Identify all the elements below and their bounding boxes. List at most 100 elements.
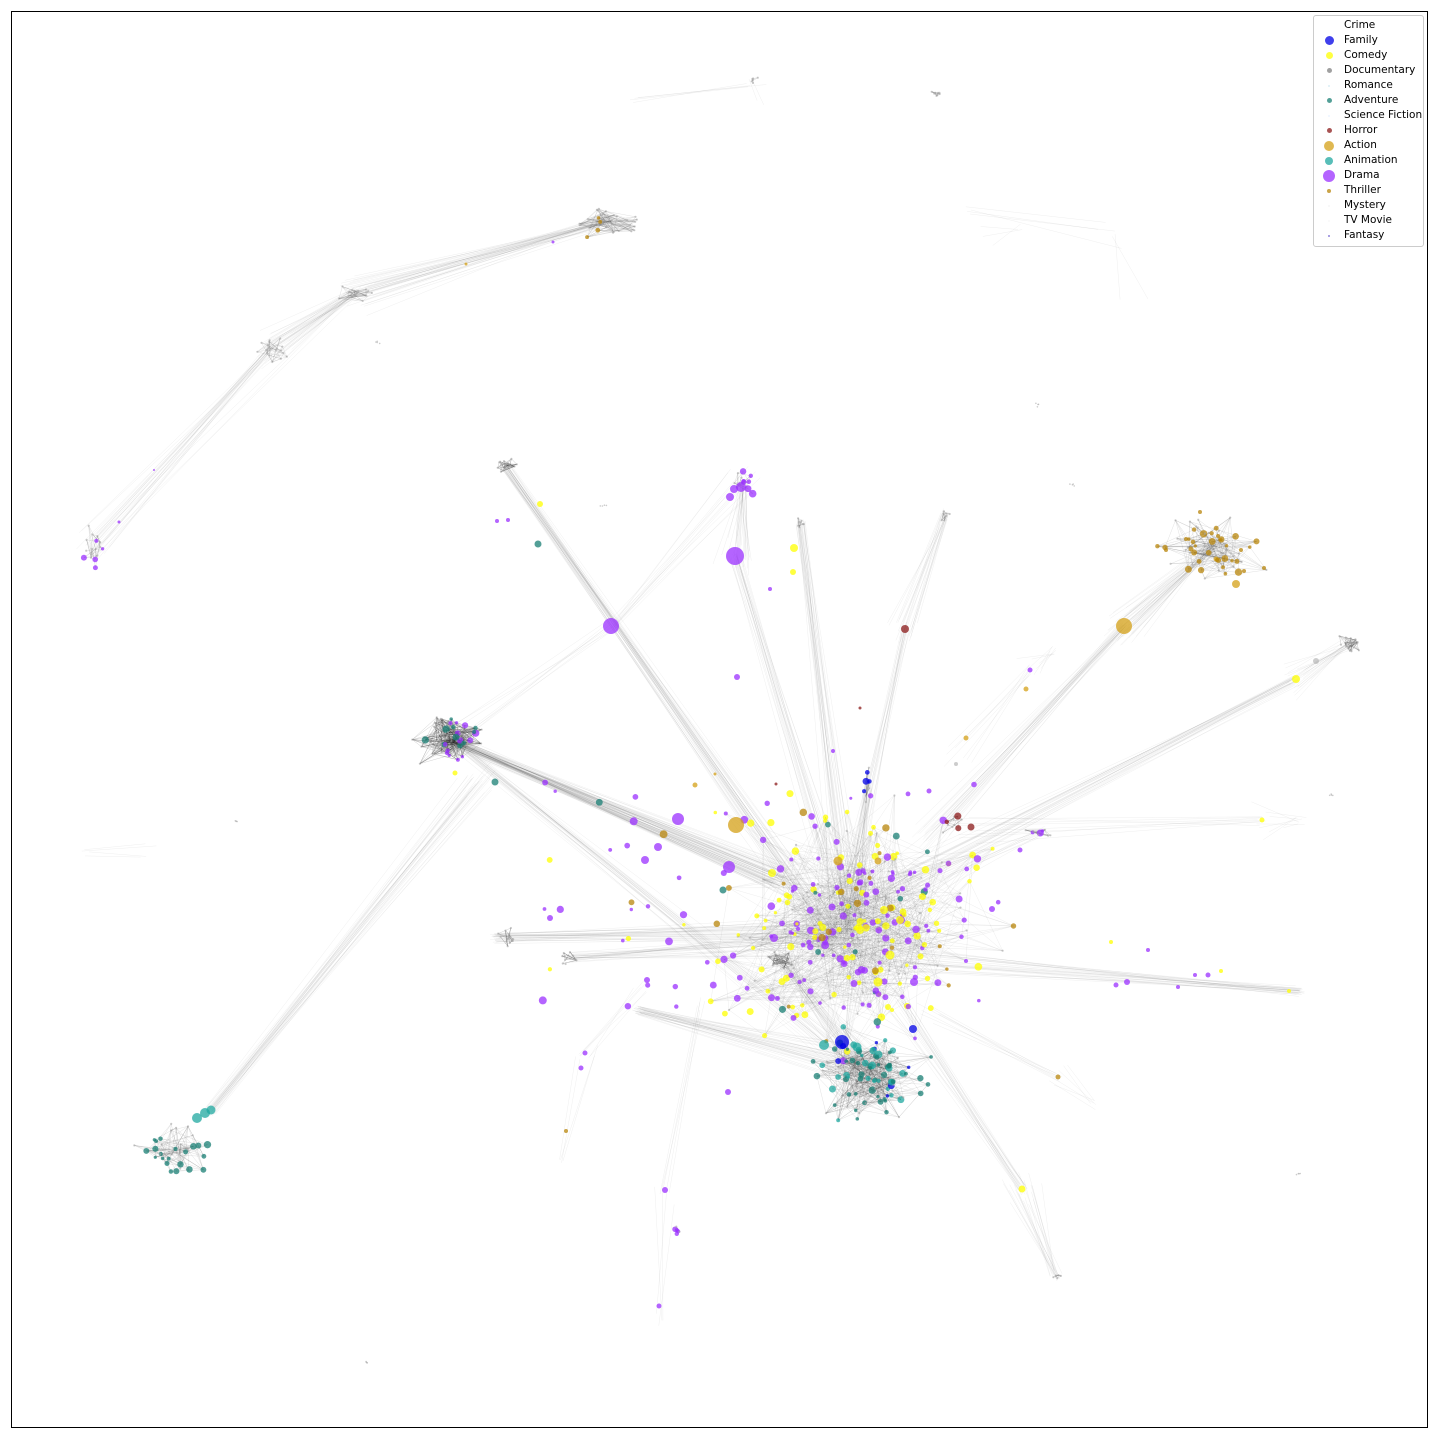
- graph-node: [923, 887, 928, 892]
- graph-node: [508, 933, 511, 936]
- graph-node: [191, 1134, 194, 1137]
- graph-edge: [817, 883, 917, 946]
- graph-edge: [802, 898, 864, 993]
- graph-edge: [870, 1066, 904, 1098]
- graph-edge: [214, 778, 491, 1110]
- graph-edge: [1121, 547, 1216, 646]
- graph-node: [790, 1014, 797, 1021]
- graph-edge: [445, 739, 789, 879]
- graph-edge: [710, 922, 895, 1002]
- graph-edge: [902, 914, 1003, 951]
- graph-edge: [365, 224, 603, 305]
- fragment-node: [366, 1362, 368, 1364]
- graph-edge: [597, 230, 632, 232]
- graph-edge: [503, 466, 824, 927]
- graph-node: [357, 290, 360, 293]
- graph-edge: [356, 221, 606, 291]
- graph-edge: [825, 817, 916, 968]
- graph-edge: [825, 942, 890, 972]
- graph-edge: [832, 1048, 874, 1090]
- graph-edge: [92, 534, 100, 542]
- graph-node: [855, 1054, 858, 1057]
- graph-edge: [865, 1066, 871, 1104]
- graph-edge: [451, 743, 782, 871]
- graph-edge: [928, 1006, 1060, 1082]
- graph-node: [562, 951, 565, 955]
- graph-edge: [782, 918, 894, 1010]
- graph-edge: [1218, 543, 1226, 561]
- hub-node: [547, 915, 553, 921]
- graph-edge: [847, 870, 874, 923]
- graph-node: [883, 860, 886, 863]
- graph-edge: [213, 761, 491, 1113]
- graph-node: [945, 967, 949, 971]
- graph-edge: [886, 935, 901, 984]
- graph-edge: [846, 1061, 858, 1067]
- graph-edge: [453, 740, 778, 886]
- graph-edge: [767, 944, 925, 992]
- graph-edge: [449, 740, 775, 888]
- fragment-node: [1037, 403, 1039, 406]
- graph-edge: [810, 940, 817, 963]
- graph-edge: [269, 341, 283, 347]
- graph-node: [868, 830, 873, 836]
- graph-node: [834, 884, 840, 891]
- graph-edge: [785, 953, 789, 963]
- graph-node: [748, 936, 751, 939]
- graph-edge: [1292, 644, 1347, 678]
- graph-edge: [802, 945, 917, 1006]
- graph-edge: [899, 515, 949, 643]
- graph-node: [635, 218, 638, 221]
- graph-node: [853, 1108, 858, 1113]
- graph-node: [347, 291, 350, 294]
- graph-edge: [447, 732, 456, 756]
- graph-edge: [898, 518, 945, 632]
- graph-edge: [771, 936, 842, 968]
- graph-edge: [762, 892, 808, 941]
- graph-edge: [858, 1051, 888, 1068]
- graph-edge: [856, 626, 904, 911]
- graph-edge: [340, 221, 605, 287]
- graph-edge: [450, 739, 775, 885]
- graph-edge: [1222, 541, 1257, 568]
- graph-edge: [180, 1144, 204, 1157]
- graph-node: [794, 843, 798, 846]
- graph-edge: [846, 830, 888, 916]
- hub-node: [656, 1303, 662, 1309]
- graph-edge: [813, 884, 923, 897]
- graph-edge: [443, 734, 452, 742]
- graph-edge: [353, 224, 605, 301]
- graph-node: [960, 818, 963, 821]
- graph-node: [959, 892, 962, 895]
- graph-node: [353, 294, 357, 297]
- graph-node: [365, 288, 368, 291]
- graph-edge: [148, 1150, 168, 1164]
- graph-edge: [187, 1126, 205, 1157]
- graph-edge: [875, 1055, 921, 1079]
- graph-node: [858, 1112, 861, 1115]
- graph-edge: [505, 930, 514, 942]
- graph-edge: [272, 356, 287, 363]
- graph-edge: [764, 935, 887, 1036]
- graph-edge: [819, 972, 876, 1004]
- graph-edge: [792, 909, 881, 970]
- graph-node: [1354, 638, 1357, 641]
- graph-edge: [1040, 647, 1056, 669]
- graph-edge: [1122, 542, 1217, 638]
- graph-edge: [425, 733, 458, 741]
- graph-edge: [737, 888, 903, 999]
- graph-edge: [769, 870, 880, 963]
- graph-edge: [257, 341, 270, 352]
- graph-node: [791, 931, 795, 935]
- hub-node: [662, 1187, 668, 1193]
- graph-edge: [503, 469, 834, 931]
- graph-node: [168, 1169, 174, 1174]
- graph-edge: [872, 1054, 879, 1091]
- graph-edge: [969, 881, 1003, 951]
- graph-edge: [739, 487, 744, 549]
- graph-edge: [792, 909, 916, 978]
- graph-edge: [1009, 1184, 1059, 1276]
- graph-node: [924, 975, 931, 982]
- graph-edge: [870, 1066, 902, 1100]
- graph-node: [846, 942, 852, 948]
